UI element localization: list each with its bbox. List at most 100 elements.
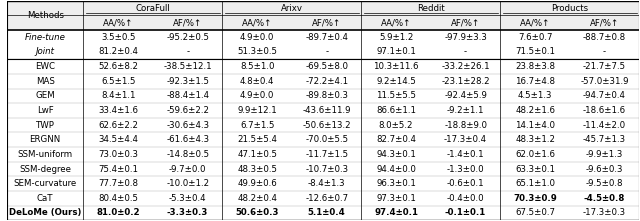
Text: CaT: CaT bbox=[37, 194, 53, 203]
Text: SEM-curvature: SEM-curvature bbox=[13, 179, 77, 188]
Polygon shape bbox=[7, 59, 639, 74]
Polygon shape bbox=[7, 176, 639, 191]
Polygon shape bbox=[7, 206, 639, 220]
Text: -89.7±0.4: -89.7±0.4 bbox=[305, 33, 348, 42]
Text: -9.9±1.3: -9.9±1.3 bbox=[586, 150, 623, 159]
Text: -8.4±1.3: -8.4±1.3 bbox=[308, 179, 346, 188]
Text: AF/%↑: AF/%↑ bbox=[590, 18, 619, 27]
Text: 52.6±8.2: 52.6±8.2 bbox=[98, 62, 138, 71]
Text: 65.1±1.0: 65.1±1.0 bbox=[515, 179, 555, 188]
Text: 5.1±0.4: 5.1±0.4 bbox=[308, 208, 346, 217]
Polygon shape bbox=[7, 1, 639, 15]
Text: 86.6±1.1: 86.6±1.1 bbox=[376, 106, 416, 115]
Text: GEM: GEM bbox=[35, 91, 55, 100]
Polygon shape bbox=[7, 45, 639, 59]
Text: -97.9±3.3: -97.9±3.3 bbox=[444, 33, 487, 42]
Text: -10.7±0.3: -10.7±0.3 bbox=[305, 165, 348, 173]
Text: 81.0±0.2: 81.0±0.2 bbox=[97, 208, 140, 217]
Text: MAS: MAS bbox=[36, 77, 54, 86]
Text: -33.2±26.1: -33.2±26.1 bbox=[442, 62, 490, 71]
Polygon shape bbox=[7, 30, 639, 45]
Text: 94.3±0.1: 94.3±0.1 bbox=[376, 150, 416, 159]
Text: 70.3±0.9: 70.3±0.9 bbox=[513, 194, 557, 203]
Text: -94.7±0.4: -94.7±0.4 bbox=[583, 91, 626, 100]
Text: -1.3±0.0: -1.3±0.0 bbox=[447, 165, 484, 173]
Text: 23.8±3.8: 23.8±3.8 bbox=[515, 62, 555, 71]
Text: -9.5±0.8: -9.5±0.8 bbox=[586, 179, 623, 188]
Text: -: - bbox=[325, 48, 328, 56]
Text: -9.2±1.1: -9.2±1.1 bbox=[447, 106, 484, 115]
Text: -10.0±1.2: -10.0±1.2 bbox=[166, 179, 209, 188]
Text: -88.4±1.4: -88.4±1.4 bbox=[166, 91, 209, 100]
Text: AA/%↑: AA/%↑ bbox=[242, 18, 273, 27]
Text: -11.7±1.5: -11.7±1.5 bbox=[305, 150, 348, 159]
Text: -14.8±0.5: -14.8±0.5 bbox=[166, 150, 209, 159]
Text: 49.9±0.6: 49.9±0.6 bbox=[237, 179, 277, 188]
Text: 97.4±0.1: 97.4±0.1 bbox=[374, 208, 418, 217]
Text: 4.9±0.0: 4.9±0.0 bbox=[240, 91, 275, 100]
Text: -11.4±2.0: -11.4±2.0 bbox=[583, 121, 626, 130]
Text: 62.6±2.2: 62.6±2.2 bbox=[98, 121, 138, 130]
Text: -57.0±31.9: -57.0±31.9 bbox=[580, 77, 629, 86]
Text: -: - bbox=[464, 48, 467, 56]
Text: 62.0±1.6: 62.0±1.6 bbox=[515, 150, 555, 159]
Text: Fine-tune: Fine-tune bbox=[25, 33, 65, 42]
Text: TWP: TWP bbox=[36, 121, 54, 130]
Text: 9.2±14.5: 9.2±14.5 bbox=[376, 77, 416, 86]
Text: 96.3±0.1: 96.3±0.1 bbox=[376, 179, 416, 188]
Polygon shape bbox=[7, 15, 639, 30]
Text: -3.3±0.3: -3.3±0.3 bbox=[167, 208, 209, 217]
Text: AF/%↑: AF/%↑ bbox=[451, 18, 480, 27]
Text: -0.6±0.1: -0.6±0.1 bbox=[447, 179, 484, 188]
Text: -4.5±0.8: -4.5±0.8 bbox=[584, 194, 625, 203]
Polygon shape bbox=[7, 162, 639, 176]
Text: AF/%↑: AF/%↑ bbox=[312, 18, 341, 27]
Polygon shape bbox=[7, 89, 639, 103]
Text: -72.2±4.1: -72.2±4.1 bbox=[305, 77, 348, 86]
Text: 50.6±0.3: 50.6±0.3 bbox=[236, 208, 279, 217]
Text: 14.1±4.0: 14.1±4.0 bbox=[515, 121, 555, 130]
Polygon shape bbox=[7, 147, 639, 162]
Text: -92.4±5.9: -92.4±5.9 bbox=[444, 91, 487, 100]
Text: 94.4±0.0: 94.4±0.0 bbox=[376, 165, 416, 173]
Text: DeLoMe (Ours): DeLoMe (Ours) bbox=[9, 208, 81, 217]
Text: -17.3±0.3: -17.3±0.3 bbox=[583, 208, 626, 217]
Text: -9.6±0.3: -9.6±0.3 bbox=[586, 165, 623, 173]
Polygon shape bbox=[7, 103, 639, 118]
Polygon shape bbox=[7, 191, 639, 206]
Text: 97.3±0.1: 97.3±0.1 bbox=[376, 194, 416, 203]
Text: -1.4±0.1: -1.4±0.1 bbox=[447, 150, 484, 159]
Text: -: - bbox=[603, 48, 606, 56]
Text: 48.2±1.6: 48.2±1.6 bbox=[515, 106, 555, 115]
Text: -92.3±1.5: -92.3±1.5 bbox=[166, 77, 209, 86]
Polygon shape bbox=[7, 132, 639, 147]
Text: -43.6±11.9: -43.6±11.9 bbox=[302, 106, 351, 115]
Text: 9.9±12.1: 9.9±12.1 bbox=[237, 106, 277, 115]
Text: -5.3±0.4: -5.3±0.4 bbox=[169, 194, 207, 203]
Text: -0.4±0.0: -0.4±0.0 bbox=[447, 194, 484, 203]
Text: -70.0±5.5: -70.0±5.5 bbox=[305, 135, 348, 144]
Text: 4.8±0.4: 4.8±0.4 bbox=[240, 77, 275, 86]
Text: 11.5±5.5: 11.5±5.5 bbox=[376, 91, 416, 100]
Text: 67.5±0.7: 67.5±0.7 bbox=[515, 208, 555, 217]
Text: -21.7±7.5: -21.7±7.5 bbox=[583, 62, 626, 71]
Text: 4.5±1.3: 4.5±1.3 bbox=[518, 91, 552, 100]
Text: -18.6±1.6: -18.6±1.6 bbox=[583, 106, 626, 115]
Text: -59.6±2.2: -59.6±2.2 bbox=[166, 106, 209, 115]
Text: -61.6±4.3: -61.6±4.3 bbox=[166, 135, 209, 144]
Text: 8.0±5.2: 8.0±5.2 bbox=[379, 121, 413, 130]
Text: -: - bbox=[186, 48, 189, 56]
Text: 63.3±0.1: 63.3±0.1 bbox=[515, 165, 555, 173]
Text: AA/%↑: AA/%↑ bbox=[520, 18, 550, 27]
Polygon shape bbox=[7, 118, 639, 132]
Text: AA/%↑: AA/%↑ bbox=[103, 18, 133, 27]
Text: -17.3±0.4: -17.3±0.4 bbox=[444, 135, 487, 144]
Text: -23.1±28.2: -23.1±28.2 bbox=[442, 77, 490, 86]
Text: 97.1±0.1: 97.1±0.1 bbox=[376, 48, 416, 56]
Text: 33.4±1.6: 33.4±1.6 bbox=[98, 106, 138, 115]
Text: -69.5±8.0: -69.5±8.0 bbox=[305, 62, 348, 71]
Text: 34.5±4.4: 34.5±4.4 bbox=[98, 135, 138, 144]
Text: 6.7±1.5: 6.7±1.5 bbox=[240, 121, 275, 130]
Text: 80.4±0.5: 80.4±0.5 bbox=[98, 194, 138, 203]
Text: -12.6±0.7: -12.6±0.7 bbox=[305, 194, 348, 203]
